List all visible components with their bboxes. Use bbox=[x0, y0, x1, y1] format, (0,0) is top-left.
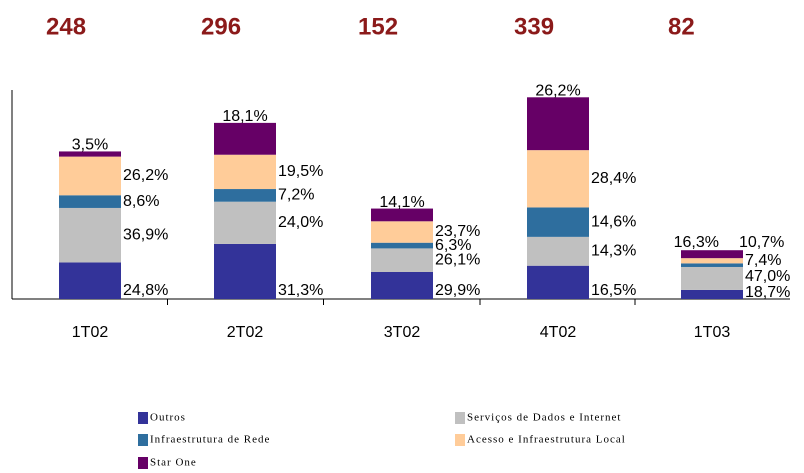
bar-segment bbox=[214, 122, 276, 155]
value-label: 10,7% bbox=[739, 234, 784, 251]
value-label: 23,7% bbox=[435, 223, 480, 240]
bar-segment bbox=[681, 258, 743, 264]
value-label: 7,4% bbox=[745, 252, 781, 269]
bar-segment bbox=[371, 271, 433, 299]
total-label: 339 bbox=[514, 13, 554, 40]
value-label: 14,1% bbox=[379, 194, 424, 211]
bar-segment bbox=[681, 250, 743, 259]
value-label: 24,8% bbox=[123, 282, 168, 299]
bar-segment bbox=[59, 156, 121, 196]
bar-segment bbox=[214, 201, 276, 244]
value-label: 26,1% bbox=[435, 251, 480, 268]
legend-swatch bbox=[138, 412, 148, 424]
bar-segment bbox=[214, 189, 276, 202]
legend-swatch bbox=[455, 434, 465, 446]
value-label: 47,0% bbox=[745, 268, 790, 285]
value-label: 14,6% bbox=[591, 213, 636, 230]
bar-segment bbox=[371, 248, 433, 272]
total-label: 248 bbox=[46, 13, 86, 40]
category-label: 2T02 bbox=[227, 324, 264, 341]
legend-label: Serviços de Dados e Internet bbox=[467, 412, 621, 424]
bar-segment bbox=[214, 154, 276, 190]
value-label: 26,2% bbox=[535, 83, 580, 100]
bar-segment bbox=[371, 208, 433, 222]
legend-swatch bbox=[138, 434, 148, 446]
value-label: 31,3% bbox=[278, 282, 323, 299]
legend-label: Star One bbox=[150, 457, 197, 469]
value-label: 29,9% bbox=[435, 282, 480, 299]
value-label: 36,9% bbox=[123, 226, 168, 243]
value-label: 18,7% bbox=[745, 284, 790, 301]
bar-segment bbox=[527, 207, 589, 237]
bar-segment bbox=[681, 289, 743, 299]
bar-segment bbox=[681, 263, 743, 267]
bar-segment bbox=[59, 151, 121, 157]
category-label: 1T02 bbox=[72, 324, 109, 341]
value-label: 7,2% bbox=[278, 187, 314, 204]
bar-segment bbox=[214, 243, 276, 299]
bar-segment bbox=[681, 266, 743, 290]
legend-swatch bbox=[455, 412, 465, 424]
value-label: 8,6% bbox=[123, 193, 159, 210]
total-label: 82 bbox=[668, 13, 695, 40]
value-label: 26,2% bbox=[123, 167, 168, 184]
category-label: 3T02 bbox=[384, 324, 421, 341]
bar-segment bbox=[371, 221, 433, 243]
value-label: 16,3% bbox=[674, 234, 719, 251]
bar-segment bbox=[527, 236, 589, 266]
value-label: 28,4% bbox=[591, 170, 636, 187]
legend-swatch bbox=[138, 457, 148, 469]
value-label: 18,1% bbox=[222, 108, 267, 125]
bar-segment bbox=[527, 97, 589, 151]
total-label: 296 bbox=[201, 13, 241, 40]
value-label: 16,5% bbox=[591, 282, 636, 299]
value-label: 14,3% bbox=[591, 243, 636, 260]
legend-label: Infraestrutura de Rede bbox=[150, 434, 270, 446]
bar-segment bbox=[59, 195, 121, 208]
bar-segment bbox=[59, 207, 121, 263]
bar-segment bbox=[371, 242, 433, 249]
value-label: 24,0% bbox=[278, 214, 323, 231]
category-label: 1T03 bbox=[694, 324, 731, 341]
bar-segment bbox=[527, 265, 589, 299]
category-label: 4T02 bbox=[540, 324, 577, 341]
bar-segment bbox=[59, 262, 121, 299]
value-label: 19,5% bbox=[278, 163, 323, 180]
value-label: 6,3% bbox=[435, 237, 471, 254]
total-label: 152 bbox=[358, 13, 398, 40]
value-label: 3,5% bbox=[72, 137, 108, 154]
legend-label: Acesso e Infraestrutura Local bbox=[467, 434, 626, 446]
bar-segment bbox=[527, 150, 589, 208]
legend-label: Outros bbox=[150, 412, 186, 424]
